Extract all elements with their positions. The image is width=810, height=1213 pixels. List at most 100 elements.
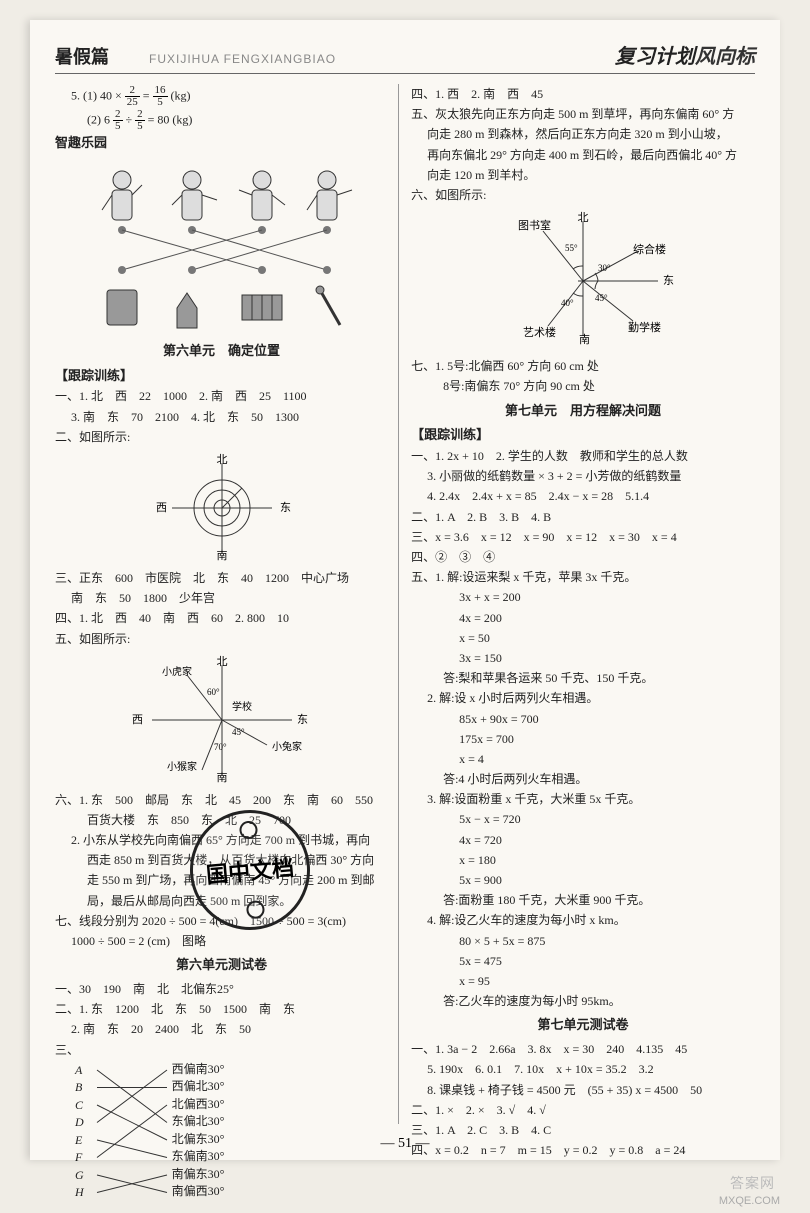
u5-1a: 3x + x = 200 bbox=[411, 588, 755, 607]
t3-1: 三、正东 600 市医院 北 东 40 1200 中心广场 bbox=[55, 569, 388, 588]
watermark-cn: 答案网 bbox=[730, 1173, 775, 1193]
r4: 四、1. 西 2. 南 西 45 bbox=[411, 85, 755, 104]
u1-4: 4. 2.4x 2.4x + x = 85 2.4x − x = 28 5.1.… bbox=[411, 487, 755, 506]
v2: 二、1. × 2. × 3. √ 4. √ bbox=[411, 1101, 755, 1120]
u3: 三、x = 3.6 x = 12 x = 90 x = 12 x = 30 x … bbox=[411, 528, 755, 547]
u5-2ans: 答:4 小时后两列火车相遇。 bbox=[411, 770, 755, 789]
test7-title: 第七单元测试卷 bbox=[411, 1015, 755, 1036]
page: 暑假篇 FUXIJIHUA FENGXIANGBIAO 复习计划风向标 5. (… bbox=[30, 20, 780, 1160]
u5-2a: 85x + 90x = 700 bbox=[411, 710, 755, 729]
u5-3ans: 答:面粉重 180 千克，大米重 900 千克。 bbox=[411, 891, 755, 910]
watermark-url: MXQE.COM bbox=[719, 1195, 780, 1207]
u5-2b: 175x = 700 bbox=[411, 730, 755, 749]
u5-2c: x = 4 bbox=[411, 750, 755, 769]
s1: 一、30 190 南 北 北偏东25° bbox=[55, 980, 388, 999]
v1-5: 5. 190x 6. 0.1 7. 10x x + 10x = 35.2 3.2 bbox=[411, 1060, 755, 1079]
u5-4c: x = 95 bbox=[411, 972, 755, 991]
svg-text:小兔家: 小兔家 bbox=[272, 740, 302, 753]
header-right-b: 风向标 bbox=[695, 46, 755, 68]
svg-text:北: 北 bbox=[216, 655, 227, 668]
track1: 【跟踪训练】 bbox=[55, 366, 388, 387]
svg-text:南: 南 bbox=[216, 549, 227, 562]
r5-3: 再向东偏北 29° 方向走 400 m 到石岭，最后向西偏北 40° 方 bbox=[411, 146, 755, 165]
t7b: 1000 ÷ 500 = 2 (cm) 图略 bbox=[55, 932, 388, 951]
u5-3a: 5x − x = 720 bbox=[411, 810, 755, 829]
u5-4b: 5x = 475 bbox=[411, 952, 755, 971]
track2: 【跟踪训练】 bbox=[411, 425, 755, 446]
svg-text:东: 东 bbox=[280, 501, 291, 514]
u5-1: 五、1. 解:设运来梨 x 千克，苹果 3x 千克。 bbox=[411, 568, 755, 587]
u5-2: 2. 解:设 x 小时后两列火车相遇。 bbox=[411, 689, 755, 708]
u5-3b: 4x = 720 bbox=[411, 831, 755, 850]
compass3: 北 东 图书室 综合楼 艺术楼 勤学楼 南 55° 30° 40° 45° bbox=[411, 211, 755, 351]
u2: 二、1. A 2. B 3. B 4. B bbox=[411, 508, 755, 527]
u1-3: 3. 小丽做的纸鹤数量 × 3 + 2 = 小芳做的纸鹤数量 bbox=[411, 467, 755, 486]
svg-text:北: 北 bbox=[578, 211, 589, 224]
header-pinyin: FUXIJIHUA FENGXIANGBIAO bbox=[149, 52, 336, 66]
u5-3: 3. 解:设面粉重 x 千克，大米重 5x 千克。 bbox=[411, 790, 755, 809]
svg-text:东: 东 bbox=[297, 713, 308, 726]
q5-2: (2) 6 25 ÷ 25 = 80 (kg) bbox=[55, 109, 388, 132]
workers-svg bbox=[82, 160, 362, 335]
t3-2: 南 东 50 1800 少年宫 bbox=[55, 589, 388, 608]
workers-figure bbox=[55, 160, 388, 335]
svg-text:图书室: 图书室 bbox=[518, 218, 551, 232]
svg-text:南: 南 bbox=[579, 333, 590, 346]
r5-1: 五、灰太狼先向正东方向走 500 m 到草坪，再向东偏南 60° 方 bbox=[411, 105, 755, 124]
t4: 四、1. 北 西 40 南 西 60 2. 800 10 bbox=[55, 609, 388, 628]
svg-text:45°: 45° bbox=[232, 727, 245, 737]
svg-text:60°: 60° bbox=[207, 687, 220, 697]
t6-1: 六、1. 东 500 邮局 东 北 45 200 东 南 60 550 bbox=[55, 791, 388, 810]
svg-text:40°: 40° bbox=[561, 298, 574, 308]
u5-3c: x = 180 bbox=[411, 851, 755, 870]
svg-text:小猴家: 小猴家 bbox=[167, 760, 197, 773]
r5-2: 向走 280 m 到森林，然后向正东方向走 320 m 到小山坡， bbox=[411, 125, 755, 144]
right-column: 四、1. 西 2. 南 西 45 五、灰太狼先向正东方向走 500 m 到草坪，… bbox=[411, 84, 755, 1124]
unit7-title: 第七单元 用方程解决问题 bbox=[411, 401, 755, 422]
svg-text:45°: 45° bbox=[595, 293, 608, 303]
t5: 五、如图所示: bbox=[55, 630, 388, 649]
header-right-a: 复习计划 bbox=[615, 46, 695, 68]
compass1: 北 南 东 西 bbox=[55, 453, 388, 563]
r5-4: 向走 120 m 到羊村。 bbox=[411, 166, 755, 185]
svg-text:55°: 55° bbox=[565, 243, 578, 253]
header-title-left: 暑假篇 bbox=[55, 43, 109, 69]
v1-1: 一、1. 3a − 2 2.66a 3. 8x x = 30 240 4.135… bbox=[411, 1040, 755, 1059]
u5-1c: x = 50 bbox=[411, 629, 755, 648]
svg-text:东: 东 bbox=[663, 274, 674, 287]
r7-2: 8号:南偏东 70° 方向 90 cm 处 bbox=[411, 377, 755, 396]
test6-title: 第六单元测试卷 bbox=[55, 955, 388, 976]
match-figure: ABCDEFGH 西偏南30°西偏北30°北偏西30°东偏北30°北偏东30°东… bbox=[75, 1061, 388, 1201]
v1-8: 8. 课桌钱 + 椅子钱 = 4500 元 (55 + 35) x = 4500… bbox=[411, 1081, 755, 1100]
u5-1d: 3x = 150 bbox=[411, 649, 755, 668]
u5-1b: 4x = 200 bbox=[411, 609, 755, 628]
svg-text:70°: 70° bbox=[214, 742, 227, 752]
left-column: 5. (1) 40 × 225 = 165 (kg) (2) 6 25 ÷ 25… bbox=[55, 84, 399, 1124]
t1-1: 一、1. 北 西 22 1000 2. 南 西 25 1100 bbox=[55, 387, 388, 406]
u5-4a: 80 × 5 + 5x = 875 bbox=[411, 932, 755, 951]
svg-text:学校: 学校 bbox=[232, 700, 252, 713]
s2-1: 二、1. 东 1200 北 东 50 1500 南 东 bbox=[55, 1000, 388, 1019]
svg-text:西: 西 bbox=[132, 714, 143, 726]
u5-4: 4. 解:设乙火车的速度为每小时 x km。 bbox=[411, 911, 755, 930]
compass2: 北 南 东 西 小虎家 学校 小兔家 小猴家 60° 45° 70° bbox=[55, 655, 388, 785]
q5-1: 5. (1) 40 × 225 = 165 (kg) bbox=[55, 85, 388, 108]
u1-1: 一、1. 2x + 10 2. 学生的人数 教师和学生的总人数 bbox=[411, 447, 755, 466]
page-number: — 51 — bbox=[30, 1136, 780, 1152]
u5-1ans: 答:梨和苹果各运来 50 千克、150 千克。 bbox=[411, 669, 755, 688]
u5-3d: 5x = 900 bbox=[411, 871, 755, 890]
t2: 二、如图所示: bbox=[55, 428, 388, 447]
s3: 三、 bbox=[55, 1041, 388, 1060]
svg-text:综合楼: 综合楼 bbox=[633, 242, 666, 256]
svg-text:30°: 30° bbox=[598, 263, 611, 273]
svg-text:艺术楼: 艺术楼 bbox=[523, 325, 556, 339]
r6: 六、如图所示: bbox=[411, 186, 755, 205]
u5-4ans: 答:乙火车的速度为每小时 95km。 bbox=[411, 992, 755, 1011]
svg-text:南: 南 bbox=[216, 771, 227, 784]
svg-text:小虎家: 小虎家 bbox=[162, 665, 192, 678]
svg-text:北: 北 bbox=[216, 453, 227, 466]
s2-2: 2. 南 东 20 2400 北 东 50 bbox=[55, 1020, 388, 1039]
svg-text:西: 西 bbox=[156, 502, 167, 514]
columns: 5. (1) 40 × 225 = 165 (kg) (2) 6 25 ÷ 25… bbox=[55, 84, 755, 1124]
header: 暑假篇 FUXIJIHUA FENGXIANGBIAO 复习计划风向标 bbox=[55, 40, 755, 74]
